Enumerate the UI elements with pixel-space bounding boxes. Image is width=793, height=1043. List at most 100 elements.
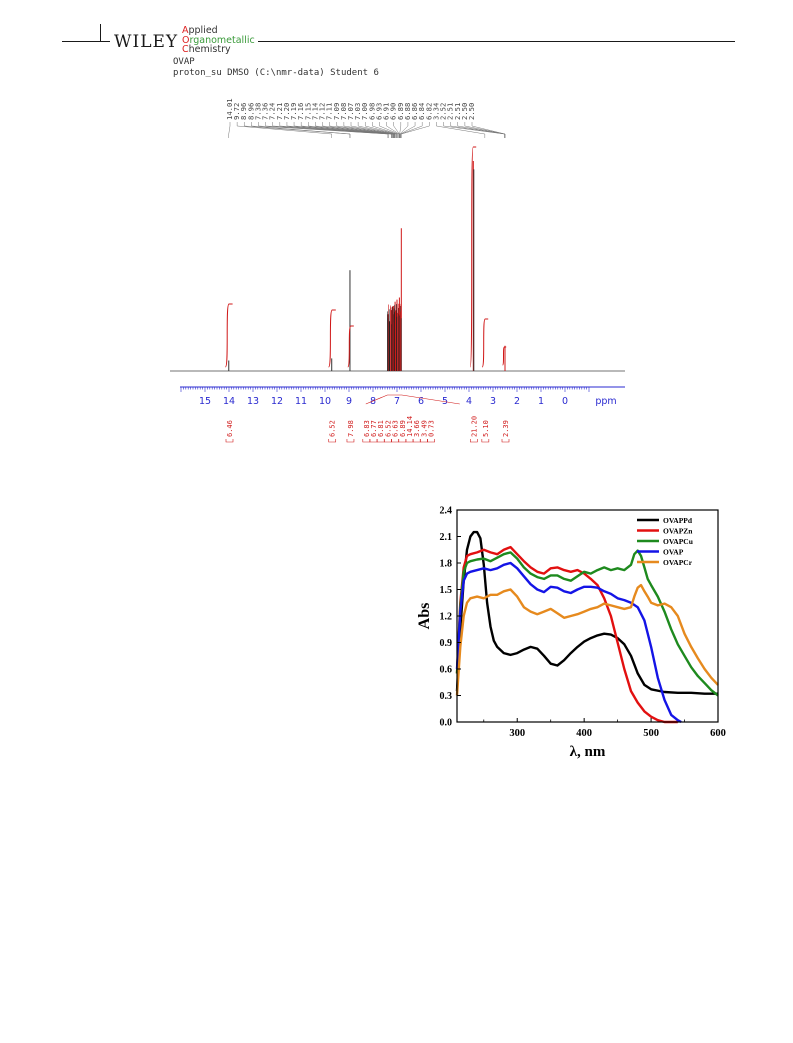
nmr-label-connector: [272, 122, 392, 138]
nmr-peak-label: 7.11: [325, 103, 334, 120]
nmr-integral-value: 6.83: [363, 420, 371, 437]
nmr-axis-tick-label: 12: [271, 396, 283, 407]
nmr-integral-bracket: [412, 439, 421, 443]
nmr-integral-bracket: [384, 439, 392, 443]
nmr-integral-value: 21.20: [470, 416, 478, 437]
nmr-peak-label: 7.38: [253, 103, 262, 120]
uv-legend-label: OVAP: [663, 548, 684, 557]
nmr-axis-tick-label: 1: [538, 396, 544, 407]
nmr-integral-bracket: [362, 439, 371, 443]
uv-legend-label: OVAPZn: [663, 527, 693, 536]
nmr-peak-label: 7.00: [360, 103, 369, 120]
nmr-peak-label: 6.84: [417, 103, 426, 120]
nmr-peak-label: 6.93: [374, 103, 383, 120]
nmr-axis-tick-label: 10: [319, 396, 331, 407]
nmr-spectrum: 14.019.728.968.967.387.367.247.217.207.1…: [170, 98, 625, 443]
nmr-integral-curve: [347, 325, 354, 368]
nmr-label-connector: [471, 122, 506, 138]
nmr-peak-label: 8.96: [239, 103, 248, 120]
nmr-peak-label: 7.15: [303, 103, 312, 120]
nmr-peak-label: 7.14: [310, 103, 319, 120]
nmr-integral-value: 3.49: [420, 420, 428, 437]
nmr-integral-value: 6.46: [226, 420, 234, 437]
nmr-integral-bracket: [501, 439, 510, 443]
nmr-integral-curve: [502, 346, 507, 366]
nmr-peak-label: 6.89: [396, 103, 405, 120]
uv-y-tick-label: 1.8: [440, 559, 453, 570]
nmr-peak-label: 6.82: [424, 103, 433, 120]
nmr-integral-value: 0.73: [428, 420, 436, 437]
nmr-integral-bracket: [420, 439, 428, 443]
nmr-sample-name: OVAP: [173, 57, 195, 67]
nmr-label-connector: [436, 122, 486, 138]
nmr-label-connector: [400, 122, 416, 138]
uv-y-tick-label: 0.9: [440, 638, 453, 649]
uv-x-tick-label: 400: [576, 728, 592, 739]
nmr-peak-label: 2.52: [439, 103, 448, 120]
uv-legend-label: OVAPCr: [663, 558, 693, 567]
nmr-integral-value: 6.81: [377, 420, 385, 437]
nmr-axis-tick-label: 4: [466, 396, 472, 407]
journal-line-3: Chemistry: [182, 44, 231, 55]
nmr-peak-label: 2.50: [460, 103, 469, 120]
uv-x-axis-label: λ, nm: [570, 744, 606, 760]
nmr-axis-unit: ppm: [595, 396, 616, 407]
nmr-integral-bracket: [391, 439, 399, 443]
nmr-peak-label: 7.09: [332, 103, 341, 120]
nmr-integral-bracket: [405, 439, 414, 443]
nmr-label-connector: [293, 122, 393, 138]
nmr-integral-curve: [481, 318, 489, 368]
nmr-peak-label: 7.03: [353, 103, 362, 120]
nmr-axis-tick-label: 14: [223, 396, 235, 407]
nmr-integral-value: 5.10: [482, 420, 490, 437]
nmr-peak-label: 2.51: [453, 103, 462, 120]
journal-line-2: Organometallic: [182, 34, 255, 46]
nmr-peak-label: 6.88: [403, 103, 412, 120]
uv-y-tick-label: 2.1: [440, 532, 453, 543]
nmr-axis-tick-label: 9: [346, 396, 352, 407]
nmr-header-text: OVAP proton_su DMSO (C:\nmr-data) Studen…: [173, 57, 379, 78]
journal-line-1-rest: pplied: [188, 25, 218, 36]
nmr-label-connector: [372, 122, 398, 138]
nmr-peak-label: 14.01: [225, 98, 234, 120]
uv-y-axis-label: Abs: [416, 603, 433, 630]
nmr-axis-tick-label: 6: [418, 396, 424, 407]
nmr-label-connector: [315, 122, 394, 138]
uv-x-tick-label: 300: [509, 728, 525, 739]
journal-logo: Applied Organometallic Chemistry: [182, 26, 258, 55]
nmr-label-connector: [329, 122, 395, 138]
header-rule: [62, 41, 735, 42]
nmr-peak-label: 6.90: [389, 103, 398, 120]
uv-vis-chart: 0.0 0.3 0.6 0.9 1.2 1.5 1.8 2.1 2.4 300 400 500 600 λ…: [416, 506, 726, 761]
uv-series-line-ovap: [455, 561, 682, 724]
nmr-peak-label: 9.72: [232, 103, 241, 120]
nmr-label-connector: [399, 122, 409, 138]
nmr-integral-bracket: [398, 439, 407, 443]
nmr-label-connector: [265, 122, 389, 138]
nmr-axis-tick-label: 13: [247, 396, 259, 407]
uv-series-line-ovappd: [455, 530, 718, 695]
nmr-peak-label: 7.24: [268, 103, 277, 120]
nmr-integral-bracket: [481, 439, 490, 443]
nmr-peak-label: 2.51: [446, 103, 455, 120]
nmr-integral-curve: [224, 303, 233, 368]
nmr-peak-label: 2.50: [467, 103, 476, 120]
nmr-axis-tick-label: 8: [370, 396, 376, 407]
nmr-integral-value: 6.52: [384, 420, 392, 437]
nmr-peak-label: 7.19: [289, 103, 298, 120]
nmr-integral-bracket: [346, 439, 355, 443]
nmr-peak-label: 7.20: [282, 103, 291, 120]
uv-y-tick-label: 1.2: [440, 612, 453, 623]
nmr-peak-label: 7.08: [339, 103, 348, 120]
nmr-peak-label: 6.98: [367, 103, 376, 120]
nmr-label-connector: [450, 122, 506, 138]
nmr-peak-label: 7.36: [261, 103, 270, 120]
nmr-peak-label: 6.86: [410, 103, 419, 120]
nmr-integral-bracket: [427, 439, 435, 443]
nmr-integral-value: 6.63: [392, 420, 400, 437]
nmr-peak-label: 8.96: [246, 103, 255, 120]
nmr-axis-tick-label: 7: [394, 396, 400, 407]
nmr-label-connector: [400, 122, 423, 138]
nmr-peak-label: 7.12: [318, 103, 327, 120]
nmr-integral-value: 3.66: [413, 420, 421, 437]
